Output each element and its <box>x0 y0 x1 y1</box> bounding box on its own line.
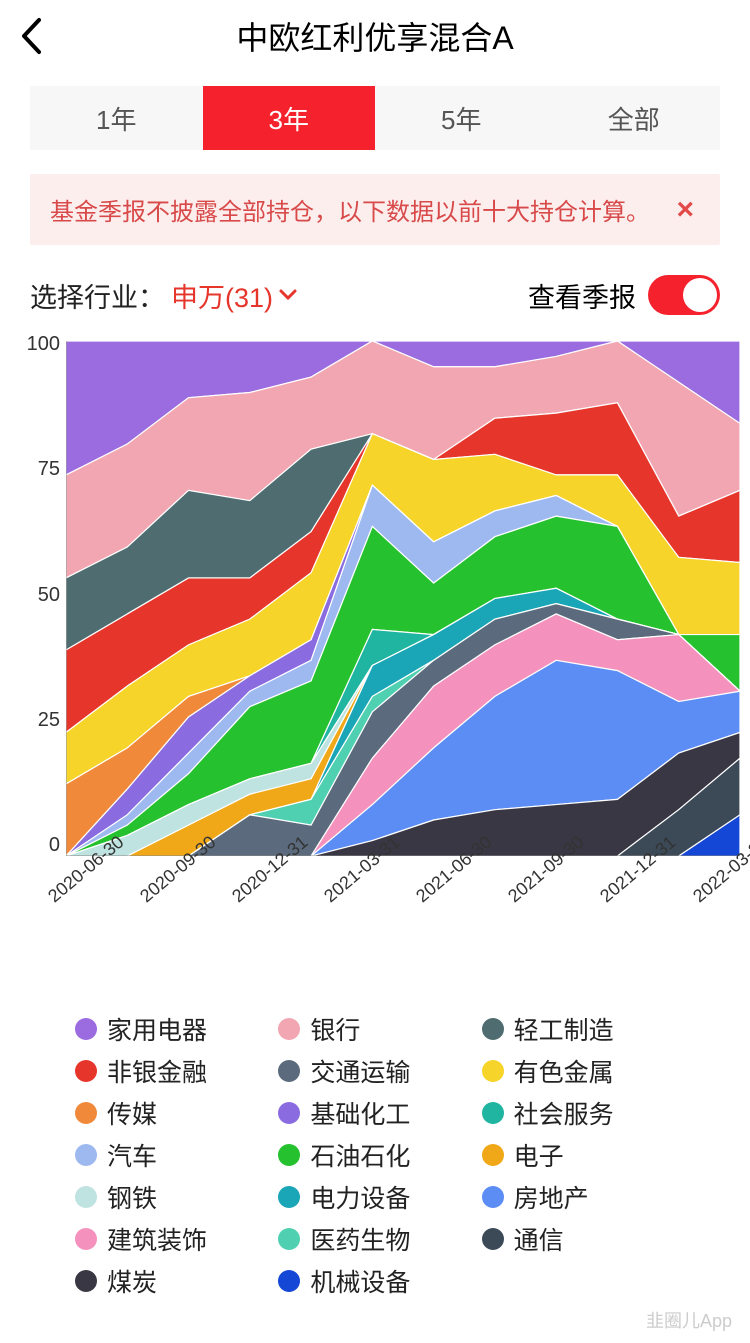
legend: 家用电器 银行 轻工制造非银金融 交通运输 有色金属传媒 基础化工 社会服务汽车 石油石化 电子… <box>75 1011 675 1299</box>
legend-label: 轻工制造 <box>514 1011 614 1047</box>
legend-item[interactable]: 社会服务 <box>482 1095 675 1131</box>
legend-swatch <box>75 1144 97 1166</box>
view-report-toggle[interactable] <box>648 275 720 315</box>
x-axis: 2020-06-302020-09-302020-12-312021-03-31… <box>66 863 740 931</box>
legend-label: 交通运输 <box>310 1053 410 1089</box>
legend-label: 机械设备 <box>310 1263 410 1299</box>
legend-swatch <box>278 1060 300 1082</box>
watermark: 韭圈儿App <box>646 1307 732 1333</box>
y-tick: 100 <box>10 333 60 356</box>
time-range-tabs: 1年 3年 5年 全部 <box>30 86 720 150</box>
selector-value: 申万(31) <box>171 276 297 315</box>
chevron-down-icon <box>279 289 297 301</box>
legend-label: 通信 <box>514 1221 564 1257</box>
legend-swatch <box>278 1102 300 1124</box>
legend-item[interactable]: 非银金融 <box>75 1053 268 1089</box>
legend-item[interactable]: 轻工制造 <box>482 1011 675 1047</box>
legend-swatch <box>278 1186 300 1208</box>
legend-item[interactable]: 医药生物 <box>278 1221 471 1257</box>
tab-5y[interactable]: 5年 <box>375 86 548 150</box>
legend-label: 石油石化 <box>310 1137 410 1173</box>
legend-label: 社会服务 <box>514 1095 614 1131</box>
close-icon[interactable]: × <box>670 193 700 227</box>
legend-swatch <box>482 1102 504 1124</box>
legend-item[interactable]: 电力设备 <box>278 1179 471 1215</box>
legend-label: 煤炭 <box>107 1263 157 1299</box>
legend-swatch <box>482 1228 504 1250</box>
stacked-area-chart: 100 75 50 25 0 2020-06-302020-09-302020-… <box>10 333 740 913</box>
legend-swatch <box>482 1144 504 1166</box>
y-tick: 0 <box>10 834 60 857</box>
y-tick: 25 <box>10 709 60 732</box>
y-tick: 50 <box>10 584 60 607</box>
back-icon[interactable] <box>20 17 42 55</box>
legend-swatch <box>278 1018 300 1040</box>
legend-label: 钢铁 <box>107 1179 157 1215</box>
legend-item[interactable]: 钢铁 <box>75 1179 268 1215</box>
legend-label: 汽车 <box>107 1137 157 1173</box>
legend-item[interactable]: 基础化工 <box>278 1095 471 1131</box>
legend-label: 电力设备 <box>310 1179 410 1215</box>
legend-item[interactable]: 电子 <box>482 1137 675 1173</box>
tab-1y[interactable]: 1年 <box>30 86 203 150</box>
legend-label: 非银金融 <box>107 1053 207 1089</box>
page-title: 中欧红利优享混合A <box>0 13 750 59</box>
toggle-knob <box>683 278 717 312</box>
legend-item[interactable]: 机械设备 <box>278 1263 471 1299</box>
legend-item[interactable]: 交通运输 <box>278 1053 471 1089</box>
legend-label: 传媒 <box>107 1095 157 1131</box>
legend-label: 家用电器 <box>107 1011 207 1047</box>
legend-swatch <box>482 1060 504 1082</box>
tab-3y[interactable]: 3年 <box>203 86 376 150</box>
legend-item[interactable]: 建筑装饰 <box>75 1221 268 1257</box>
legend-item[interactable]: 传媒 <box>75 1095 268 1131</box>
legend-label: 医药生物 <box>310 1221 410 1257</box>
header: 中欧红利优享混合A <box>0 0 750 72</box>
banner-text: 基金季报不披露全部持仓，以下数据以前十大持仓计算。 <box>50 192 650 227</box>
chart-plot <box>66 341 740 856</box>
legend-item[interactable]: 石油石化 <box>278 1137 471 1173</box>
legend-label: 房地产 <box>514 1179 589 1215</box>
legend-item[interactable]: 银行 <box>278 1011 471 1047</box>
selector-label: 选择行业： <box>30 276 165 315</box>
legend-swatch <box>75 1102 97 1124</box>
legend-label: 基础化工 <box>310 1095 410 1131</box>
legend-swatch <box>75 1060 97 1082</box>
legend-swatch <box>278 1270 300 1292</box>
legend-swatch <box>75 1270 97 1292</box>
legend-swatch <box>75 1018 97 1040</box>
legend-item[interactable]: 通信 <box>482 1221 675 1257</box>
industry-selector[interactable]: 选择行业： 申万(31) <box>30 276 297 315</box>
legend-item[interactable]: 有色金属 <box>482 1053 675 1089</box>
legend-label: 有色金属 <box>514 1053 614 1089</box>
legend-label: 建筑装饰 <box>107 1221 207 1257</box>
legend-swatch <box>278 1228 300 1250</box>
legend-label: 银行 <box>310 1011 360 1047</box>
legend-swatch <box>278 1144 300 1166</box>
selector-row: 选择行业： 申万(31) 查看季报 <box>30 275 720 315</box>
view-report-label: 查看季报 <box>528 276 636 315</box>
legend-item[interactable]: 家用电器 <box>75 1011 268 1047</box>
legend-item[interactable]: 煤炭 <box>75 1263 268 1299</box>
info-banner: 基金季报不披露全部持仓，以下数据以前十大持仓计算。 × <box>30 174 720 245</box>
y-axis: 100 75 50 25 0 <box>10 333 60 857</box>
legend-swatch <box>482 1186 504 1208</box>
legend-swatch <box>75 1228 97 1250</box>
legend-swatch <box>482 1018 504 1040</box>
y-tick: 75 <box>10 458 60 481</box>
tab-all[interactable]: 全部 <box>548 86 721 150</box>
legend-label: 电子 <box>514 1137 564 1173</box>
legend-swatch <box>75 1186 97 1208</box>
legend-item[interactable]: 房地产 <box>482 1179 675 1215</box>
legend-item[interactable]: 汽车 <box>75 1137 268 1173</box>
